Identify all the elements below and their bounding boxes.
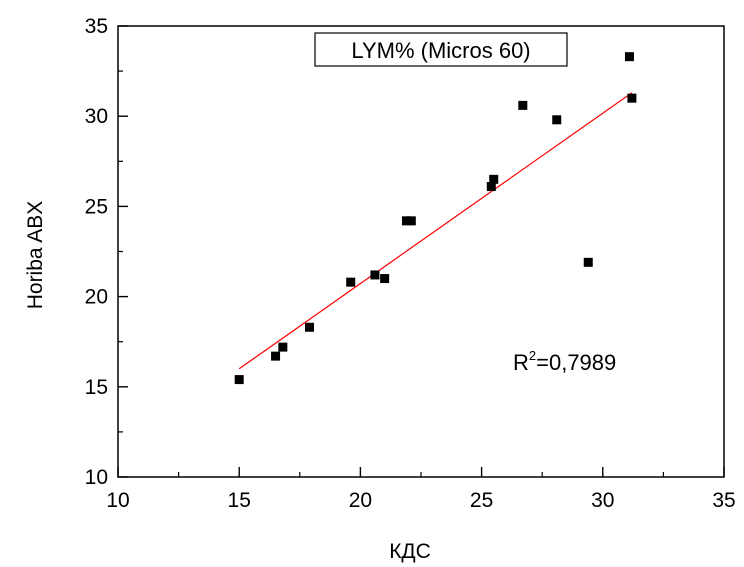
y-tick-label: 10 xyxy=(85,466,108,489)
x-tick-label: 20 xyxy=(349,489,372,512)
data-point xyxy=(271,351,281,361)
x-tick-label: 10 xyxy=(106,489,129,512)
data-point xyxy=(552,115,562,125)
r-squared-superscript: 2 xyxy=(529,348,536,363)
data-point xyxy=(583,257,593,267)
x-tick-label: 15 xyxy=(228,489,251,512)
legend-box xyxy=(314,32,568,67)
data-point xyxy=(518,100,528,110)
fit-line-group xyxy=(238,92,633,370)
y-tick-label: 25 xyxy=(85,195,108,218)
data-point xyxy=(234,375,244,385)
plot-frame xyxy=(117,25,725,478)
data-point xyxy=(278,342,288,352)
r-squared-base: R xyxy=(513,350,529,375)
data-point xyxy=(489,174,499,184)
data-point xyxy=(346,277,356,287)
y-tick-label: 20 xyxy=(85,286,108,309)
y-axis-title: Horiba ABX xyxy=(24,201,47,310)
tick-labels: 10 15 20 25 30 35 10 15 20 25 30 35 xyxy=(85,15,736,512)
data-point xyxy=(304,322,314,332)
y-tick-label: 35 xyxy=(85,15,108,38)
data-point xyxy=(627,93,637,103)
axis-ticks xyxy=(117,25,725,478)
data-point xyxy=(370,270,380,280)
y-tick-label: 15 xyxy=(85,376,108,399)
data-point xyxy=(406,216,416,226)
data-points xyxy=(234,52,637,385)
x-tick-label: 35 xyxy=(712,489,735,512)
x-axis-title: КДС xyxy=(389,540,431,563)
r-squared-annotation: R2=0,7989 xyxy=(513,348,616,375)
data-point xyxy=(624,52,634,62)
x-tick-label: 30 xyxy=(591,489,614,512)
regression-line xyxy=(238,92,633,370)
data-point xyxy=(401,216,411,226)
y-tick-label: 30 xyxy=(85,105,108,128)
data-point xyxy=(486,182,496,192)
r-squared-value: =0,7989 xyxy=(536,350,616,375)
legend-text: LYM% (Micros 60) xyxy=(351,38,530,63)
data-point xyxy=(380,274,390,284)
x-tick-label: 25 xyxy=(470,489,493,512)
